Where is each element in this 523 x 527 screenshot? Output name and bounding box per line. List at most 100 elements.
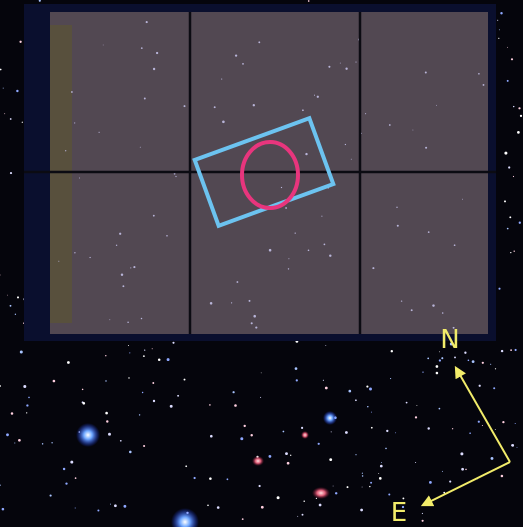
star: [285, 452, 288, 456]
star: [151, 348, 153, 350]
star: [500, 12, 503, 15]
star: [302, 109, 304, 112]
star: [241, 518, 244, 520]
star: [502, 420, 505, 424]
star: [250, 322, 253, 325]
star: [10, 412, 14, 415]
star: [51, 442, 53, 444]
star: [396, 224, 399, 227]
star: [506, 79, 509, 82]
mosaic-grid: [24, 12, 496, 334]
star: [498, 287, 501, 290]
star: [226, 478, 229, 481]
star: [65, 150, 67, 152]
star: [461, 467, 464, 471]
star: [361, 475, 364, 477]
star: [388, 493, 391, 496]
star: [105, 380, 107, 382]
star: [173, 172, 176, 175]
star: [19, 350, 23, 354]
star: [316, 95, 319, 98]
star: [439, 351, 441, 353]
star: [7, 294, 8, 296]
star: [79, 177, 80, 179]
star: [169, 404, 173, 408]
star: [396, 206, 398, 209]
star: [106, 420, 109, 423]
star: [89, 256, 91, 259]
star: [175, 175, 177, 178]
star: [441, 312, 444, 314]
star: [286, 461, 290, 465]
star: [318, 503, 322, 507]
star: [18, 438, 21, 442]
star: [365, 113, 367, 115]
star: [330, 431, 332, 433]
star: [513, 250, 515, 252]
star: [518, 221, 521, 224]
star: [157, 358, 161, 361]
star: [285, 207, 288, 209]
star: [294, 232, 296, 234]
galaxy: [252, 456, 264, 466]
star: [221, 78, 223, 80]
star: [471, 360, 475, 363]
star: [70, 91, 73, 93]
star: [345, 67, 348, 70]
star: [67, 361, 70, 364]
star: [152, 67, 156, 71]
star: [498, 29, 500, 31]
star: [26, 404, 29, 407]
star: [258, 41, 261, 44]
star: [128, 377, 130, 379]
star: [497, 19, 499, 21]
star: [512, 175, 515, 178]
star: [513, 105, 515, 108]
star: [415, 461, 417, 464]
star: [58, 260, 60, 262]
star: [379, 464, 383, 468]
star: [260, 372, 262, 374]
star: [209, 302, 213, 305]
star: [508, 166, 511, 169]
star: [390, 350, 393, 353]
star: [2, 87, 4, 89]
star: [16, 296, 20, 299]
north-label: N: [440, 325, 459, 355]
star: [143, 444, 146, 448]
star: [248, 299, 251, 302]
star: [370, 481, 373, 484]
bright-star: [76, 423, 100, 447]
star: [74, 252, 76, 254]
star: [355, 399, 357, 402]
field-of-view: [192, 115, 336, 229]
star: [290, 454, 292, 456]
star: [276, 496, 280, 500]
star: [451, 428, 454, 430]
star: [514, 348, 517, 352]
star: [252, 104, 255, 107]
star: [222, 120, 225, 124]
star: [138, 414, 141, 416]
star: [303, 500, 305, 502]
star: [421, 512, 423, 515]
star: [367, 405, 369, 408]
star: [344, 143, 347, 146]
east-arrow: [420, 461, 511, 507]
star: [294, 367, 298, 370]
target-region: [240, 140, 300, 210]
compass: [420, 365, 511, 507]
star: [82, 402, 86, 405]
star: [4, 113, 6, 115]
star: [482, 83, 485, 86]
star: [453, 244, 456, 247]
star: [16, 89, 19, 93]
star: [307, 249, 310, 252]
star: [361, 472, 363, 474]
star: [145, 21, 148, 24]
star: [432, 304, 435, 307]
star: [240, 437, 244, 441]
star: [427, 231, 430, 233]
star: [6, 433, 9, 437]
star: [509, 216, 512, 219]
